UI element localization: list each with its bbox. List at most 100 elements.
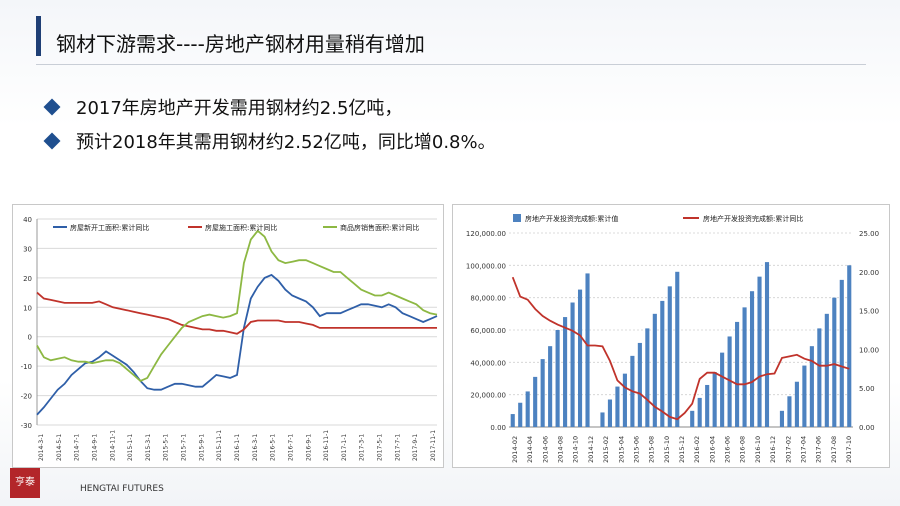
bar <box>622 373 627 427</box>
diamond-bullet-icon <box>43 132 61 150</box>
x-tick-label: 2014-9-1 <box>91 434 98 461</box>
x-tick-label: 2014-5-1 <box>56 434 63 461</box>
x-tick-label: 2017-5-1 <box>377 434 384 461</box>
x-tick-label: 2017-1-1 <box>341 434 348 461</box>
bar <box>832 297 837 427</box>
bar <box>697 397 702 427</box>
legend-label: 房地产开发投资完成额:累计值 <box>525 214 618 223</box>
x-tick-label: 2014-10 <box>572 436 580 463</box>
x-tick-label: 2015-9-1 <box>198 434 205 461</box>
diamond-bullet-icon <box>43 98 61 116</box>
legend-label: 房屋施工面积:累计同比 <box>205 223 277 232</box>
x-tick-label: 2016-02 <box>693 436 701 463</box>
x-tick-label: 2015-06 <box>632 436 640 463</box>
bar <box>727 336 732 427</box>
chart-left-panel: 40 30 20 10 0 -10 -20 -30 2014-3-1 2014-5-1 2014-… <box>12 204 444 468</box>
bullet-text-1: 2017年房地产开发需用钢材约2.5亿吨， <box>76 98 403 119</box>
y-tick-label: -20 <box>21 393 32 401</box>
y-tick-label: 30 <box>23 245 32 253</box>
bar <box>690 410 695 427</box>
bar <box>839 279 844 427</box>
x-tick-label: 2016-9-1 <box>305 434 312 461</box>
slide-title: 钢材下游需求----房地产钢材用量稍有增加 <box>56 32 425 56</box>
x-tick-label: 2016-5-1 <box>270 434 277 461</box>
y-right-tick-label: 5.00 <box>859 385 875 393</box>
x-tick-label: 2014-7-1 <box>74 434 81 461</box>
y-right-tick-label: 25.00 <box>859 230 879 238</box>
x-tick-label: 2015-02 <box>602 436 610 463</box>
bar <box>570 302 575 427</box>
y-right-tick-label: 15.00 <box>859 308 879 316</box>
series-line <box>36 273 438 416</box>
x-tick-label: 2014-12 <box>587 436 595 463</box>
bar <box>712 372 717 427</box>
x-tick-label: 2014-04 <box>526 436 534 463</box>
x-tick-label: 2015-12 <box>678 436 686 463</box>
x-tick-label: 2017-9-1 <box>412 434 419 461</box>
y-right-tick-label: 10.00 <box>859 346 879 354</box>
bar <box>847 265 852 427</box>
bullet-item-2: 预计2018年其需用钢材约2.52亿吨，同比增0.8%。 <box>43 128 496 154</box>
chart-right-panel: 120,000.00 100,000.00 80,000.00 60,000.00 40… <box>452 204 890 468</box>
y-tick-label: 0 <box>28 334 32 342</box>
series-line <box>511 276 850 421</box>
bar <box>637 342 642 427</box>
y-tick-label: 10 <box>23 304 32 312</box>
bar <box>817 328 822 427</box>
series-line <box>36 229 438 382</box>
legend-label: 商品房销售面积:累计同比 <box>340 223 419 232</box>
y-left-tick-label: 120,000.00 <box>466 230 506 238</box>
x-tick-label: 2016-3-1 <box>252 434 259 461</box>
y-left-tick-label: 60,000.00 <box>470 327 506 335</box>
y-tick-label: -30 <box>21 422 32 430</box>
bar <box>749 291 755 427</box>
bar <box>779 410 785 427</box>
x-tick-label: 2016-1-1 <box>234 434 241 461</box>
x-tick-label: 2014-3-1 <box>38 434 45 461</box>
bar <box>607 399 613 427</box>
bar <box>809 346 814 427</box>
x-tick-label: 2017-02 <box>784 436 792 463</box>
bar <box>525 391 530 427</box>
bar <box>652 313 657 427</box>
bar <box>742 307 747 427</box>
bar <box>600 412 605 427</box>
y-tick-label: -10 <box>21 363 32 371</box>
x-tick-label: 2016-04 <box>708 436 716 463</box>
bar <box>563 317 568 427</box>
bar <box>735 321 740 427</box>
legend-swatch <box>513 214 521 222</box>
x-tick-label: 2015-1-1 <box>127 434 134 461</box>
y-left-tick-label: 20,000.00 <box>470 392 506 400</box>
y-right-tick-label: 20.00 <box>859 269 879 277</box>
bar <box>577 289 583 427</box>
bar <box>585 273 590 427</box>
bar <box>802 365 807 427</box>
bar <box>510 414 515 427</box>
logo-seal: 亨泰 <box>10 468 40 498</box>
bullet-text-2: 预计2018年其需用钢材约2.52亿吨，同比增0.8%。 <box>76 132 496 153</box>
y-left-tick-label: 40,000.00 <box>470 359 506 367</box>
bar <box>615 386 620 427</box>
title-divider <box>36 64 866 65</box>
series-line <box>36 291 437 335</box>
x-tick-label: 2014-02 <box>511 436 519 463</box>
x-tick-label: 2014-08 <box>557 436 565 463</box>
bar <box>660 300 665 427</box>
bar <box>705 384 710 427</box>
x-tick-label: 2015-3-1 <box>145 434 152 461</box>
chart-left: 40 30 20 10 0 -10 -20 -30 2014-3-1 2014-5-1 2014-… <box>21 216 438 461</box>
x-tick-label: 2017-04 <box>799 436 807 463</box>
x-tick-label: 2017-10 <box>845 436 853 463</box>
bar <box>794 381 799 427</box>
x-tick-label: 2015-08 <box>648 436 656 463</box>
bar <box>540 359 545 427</box>
x-tick-label: 2016-7-1 <box>287 434 294 461</box>
bar <box>720 352 725 427</box>
x-tick-label: 2015-04 <box>617 436 625 463</box>
y-left-tick-label: 100,000.00 <box>466 262 506 270</box>
bar <box>675 271 680 427</box>
y-left-tick-label: 80,000.00 <box>470 295 506 303</box>
y-right-tick-label: 0.00 <box>859 424 875 432</box>
x-tick-label: 2014-06 <box>541 436 549 463</box>
